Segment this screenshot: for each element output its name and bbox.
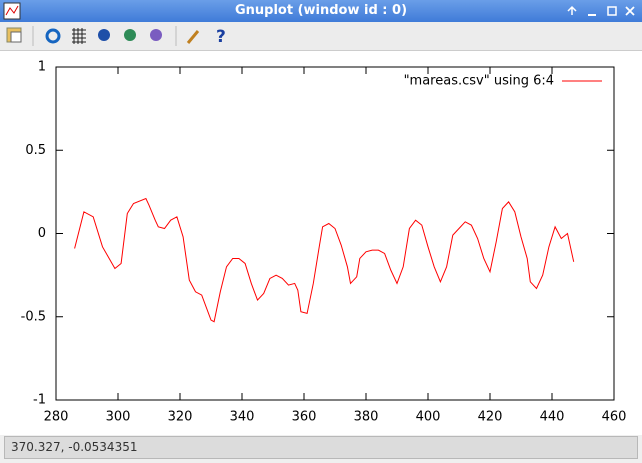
title-bar: Gnuplot (window id : 0) xyxy=(0,0,642,22)
y-tick-label: -0.5 xyxy=(21,309,46,324)
x-tick-label: 380 xyxy=(354,410,379,425)
plot-background xyxy=(0,51,642,435)
y-tick-label: 0 xyxy=(38,226,46,241)
x-tick-label: 340 xyxy=(230,410,255,425)
x-tick-label: 420 xyxy=(478,410,503,425)
toolbar-icons[interactable]: ? xyxy=(0,22,240,50)
x-tick-label: 360 xyxy=(292,410,317,425)
chart: 280 300 320 340 360 380 400 420 440 460 -1 -0.5 0 0.5… xyxy=(0,51,642,435)
x-tick-label: 460 xyxy=(602,410,627,425)
y-tick-label: 1 xyxy=(38,60,46,75)
series-line xyxy=(74,197,575,323)
x-tick-label: 320 xyxy=(168,410,193,425)
y-tick-label: -1 xyxy=(33,393,46,408)
status-bar: 370.327, -0.0534351 xyxy=(4,436,638,459)
window-buttons[interactable] xyxy=(562,0,642,22)
legend-label: "mareas.csv" using 6:4 xyxy=(404,74,554,89)
svg-text:?: ? xyxy=(216,27,226,47)
x-tick-label: 400 xyxy=(416,410,441,425)
app-icon xyxy=(3,2,21,20)
x-tick-label: 280 xyxy=(44,410,69,425)
x-tick-label: 300 xyxy=(106,410,131,425)
plot-frame xyxy=(55,66,615,401)
y-tick-label: 0.5 xyxy=(25,143,46,158)
x-tick-label: 440 xyxy=(540,410,565,425)
window-title: Gnuplot (window id : 0) xyxy=(234,3,408,18)
toolbar: ? xyxy=(0,22,642,51)
